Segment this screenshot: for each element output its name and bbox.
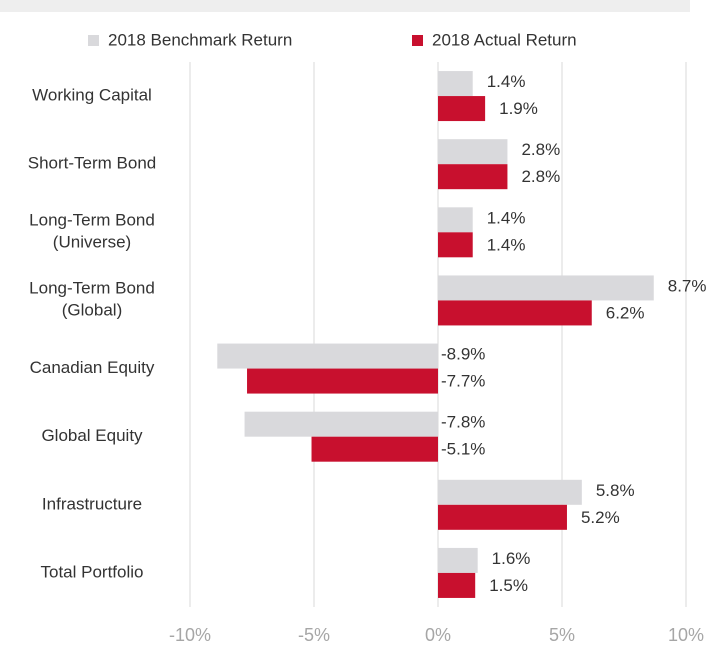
x-tick-label: -5%: [298, 625, 330, 645]
y-tick-label: Long-Term Bond (Global): [29, 279, 155, 320]
bar: [438, 232, 473, 258]
x-tick-label: 0%: [425, 625, 451, 645]
value-label: 1.6%: [492, 549, 531, 568]
label-line: (Global): [62, 301, 122, 320]
value-label: 5.8%: [596, 481, 635, 500]
bar: [438, 572, 476, 598]
x-tick-label: -10%: [169, 625, 211, 645]
bar: [438, 300, 592, 326]
x-tick-label: 10%: [668, 625, 704, 645]
value-label: 1.5%: [489, 576, 528, 595]
value-label: -7.7%: [441, 372, 485, 391]
value-label: 2.8%: [521, 167, 560, 186]
y-tick-label: Total Portfolio: [41, 562, 144, 581]
legend-swatch: [88, 35, 99, 46]
bar: [438, 207, 473, 233]
legend-swatch: [412, 35, 423, 46]
bar: [247, 368, 438, 394]
bar: [311, 436, 438, 462]
value-label: 2.8%: [521, 140, 560, 159]
value-label: 1.4%: [487, 72, 526, 91]
bar: [438, 479, 582, 505]
value-label: 1.9%: [499, 99, 538, 118]
bar: [438, 275, 654, 301]
value-label: 1.4%: [487, 235, 526, 254]
y-tick-label: Infrastructure: [42, 494, 142, 513]
label-line: Long-Term Bond: [29, 211, 155, 230]
label-line: (Universe): [53, 233, 131, 252]
y-tick-label: Canadian Equity: [30, 358, 155, 377]
value-label: -7.8%: [441, 413, 485, 432]
y-tick-label: Working Capital: [32, 86, 152, 105]
bar: [438, 164, 508, 190]
legend-label: 2018 Benchmark Return: [108, 30, 292, 49]
bar: [217, 343, 438, 369]
label-line: Long-Term Bond: [29, 279, 155, 298]
value-label: 8.7%: [668, 276, 707, 295]
bar: [438, 504, 567, 530]
bar: [438, 96, 486, 122]
x-tick-label: 5%: [549, 625, 575, 645]
value-label: 1.4%: [487, 208, 526, 227]
bar: [438, 71, 473, 97]
value-label: -5.1%: [441, 440, 485, 459]
value-label: -8.9%: [441, 345, 485, 364]
value-label: 5.2%: [581, 508, 620, 527]
bar: [438, 139, 508, 165]
y-tick-label: Global Equity: [41, 426, 143, 445]
bar: [438, 547, 478, 573]
legend-label: 2018 Actual Return: [432, 30, 577, 49]
value-label: 6.2%: [606, 303, 645, 322]
y-tick-label: Short-Term Bond: [28, 154, 157, 173]
bar: [244, 411, 438, 437]
header-strip: [0, 0, 690, 12]
y-tick-label: Long-Term Bond (Universe): [29, 211, 155, 252]
